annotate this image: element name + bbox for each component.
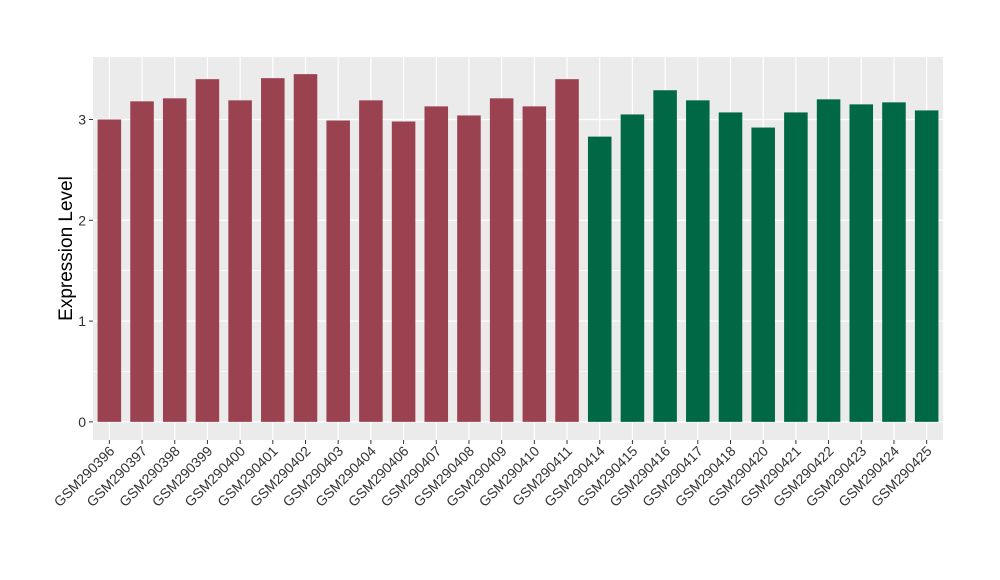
y-axis-title: Expression Level — [56, 176, 77, 321]
bar-GSM290396 — [97, 119, 122, 422]
y-tick-label: 0 — [78, 414, 86, 430]
bar-GSM290418 — [718, 112, 743, 422]
bar-GSM290399 — [195, 79, 220, 422]
bar-GSM290400 — [228, 100, 252, 422]
bar-GSM290407 — [424, 106, 449, 422]
bar-GSM290416 — [653, 90, 677, 422]
bar-GSM290411 — [555, 79, 579, 422]
bar-GSM290424 — [882, 102, 906, 422]
bar-GSM290402 — [293, 74, 318, 422]
bar-GSM290421 — [784, 112, 808, 422]
bar-GSM290397 — [130, 101, 154, 422]
bar-GSM290420 — [751, 127, 775, 422]
y-tick-label: 2 — [78, 212, 86, 228]
bar-GSM290408 — [457, 115, 481, 422]
bars — [97, 74, 939, 422]
y-tick-label: 3 — [78, 111, 86, 127]
bar-GSM290422 — [816, 99, 841, 422]
y-axis: 0 1 2 3 — [78, 111, 93, 430]
bar-GSM290401 — [261, 78, 285, 422]
bar-GSM290425 — [914, 110, 939, 422]
plot-panel — [93, 57, 943, 440]
bar-GSM290404 — [359, 100, 383, 422]
bar-GSM290415 — [620, 114, 645, 422]
bar-GSM290414 — [587, 136, 612, 422]
bar-GSM290398 — [162, 98, 187, 422]
bar-GSM290410 — [522, 106, 547, 422]
bar-GSM290409 — [489, 98, 514, 422]
bar-GSM290406 — [391, 121, 416, 422]
x-axis: GSM290396GSM290397GSM290398GSM290399GSM2… — [51, 440, 935, 510]
bar-GSM290423 — [849, 104, 874, 422]
bar-GSM290403 — [326, 120, 350, 422]
bar-GSM290417 — [686, 100, 710, 422]
y-tick-label: 1 — [78, 313, 86, 329]
